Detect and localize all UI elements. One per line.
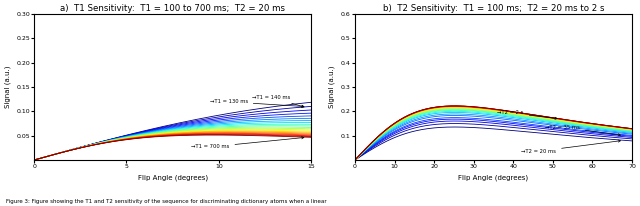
Text: →T1 = 140 ms: →T1 = 140 ms xyxy=(252,95,304,107)
Title: b)  T2 Sensitivity:  T1 = 100 ms;  T2 = 20 ms to 2 s: b) T2 Sensitivity: T1 = 100 ms; T2 = 20 … xyxy=(383,4,604,13)
Y-axis label: Signal (a.u.): Signal (a.u.) xyxy=(329,66,335,108)
Text: →T2 = 35 ms: →T2 = 35 ms xyxy=(545,125,620,136)
Text: →T1 = 700 ms: →T1 = 700 ms xyxy=(191,137,304,149)
X-axis label: Flip Angle (degrees): Flip Angle (degrees) xyxy=(138,175,207,181)
Title: a)  T1 Sensitivity:  T1 = 100 to 700 ms;  T2 = 20 ms: a) T1 Sensitivity: T1 = 100 to 700 ms; T… xyxy=(60,4,285,13)
Text: →T1 = 130 ms: →T1 = 130 ms xyxy=(209,99,304,108)
Y-axis label: Signal (a.u.): Signal (a.u.) xyxy=(4,66,11,108)
Text: Figure 3: Figure showing the T1 and T2 sensitivity of the sequence for discrimin: Figure 3: Figure showing the T1 and T2 s… xyxy=(6,199,327,204)
X-axis label: Flip Angle (degrees): Flip Angle (degrees) xyxy=(458,175,529,181)
Text: →T2 = 20 ms: →T2 = 20 ms xyxy=(521,140,620,154)
Text: →T2 = 2 s: →T2 = 2 s xyxy=(497,110,557,119)
